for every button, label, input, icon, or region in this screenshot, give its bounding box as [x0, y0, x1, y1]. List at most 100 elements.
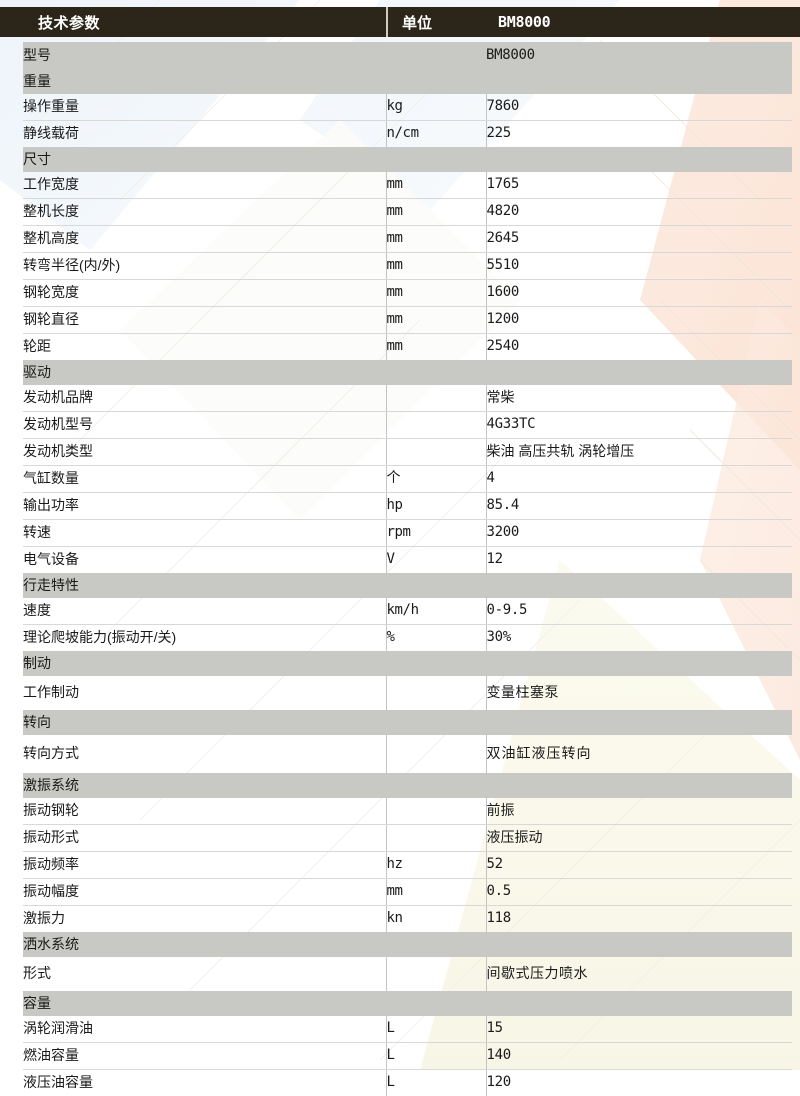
- row-label: 操作重量: [23, 94, 386, 121]
- row-label: 静线载荷: [23, 121, 386, 148]
- section-header-row: 容量: [23, 991, 792, 1016]
- row-unit: mm: [386, 172, 486, 199]
- row-value: 间歇式压力喷水: [486, 957, 792, 991]
- row-label: 转速: [23, 520, 386, 547]
- section-header-row: 转向: [23, 710, 792, 735]
- row-label: 轮距: [23, 334, 386, 361]
- row-value: 225: [486, 121, 792, 148]
- row-label: 工作宽度: [23, 172, 386, 199]
- row-value: 2645: [486, 226, 792, 253]
- row-value: 52: [486, 852, 792, 879]
- row-unit: [386, 735, 486, 773]
- row-value: 85.4: [486, 493, 792, 520]
- row-value: 140: [486, 1043, 792, 1070]
- row-unit: [386, 439, 486, 466]
- section-header-row: 驱动: [23, 360, 792, 385]
- row-unit: L: [386, 1070, 486, 1096]
- row-unit: kg: [386, 94, 486, 121]
- row-label: 转向方式: [23, 735, 386, 773]
- row-unit: [386, 385, 486, 412]
- row-value: 2540: [486, 334, 792, 361]
- section-title: 容量: [23, 991, 792, 1016]
- section-title: 激振系统: [23, 773, 792, 798]
- row-value: 4G33TC: [486, 412, 792, 439]
- row-label: 振动形式: [23, 825, 386, 852]
- row-unit: [386, 957, 486, 991]
- table-row: 工作制动变量柱塞泵: [23, 676, 792, 710]
- row-value: 4820: [486, 199, 792, 226]
- row-value: 1200: [486, 307, 792, 334]
- row-value: 3200: [486, 520, 792, 547]
- section-title: 制动: [23, 651, 792, 676]
- row-unit: hz: [386, 852, 486, 879]
- table-row: 发动机类型柴油 高压共轨 涡轮增压: [23, 439, 792, 466]
- row-label: 液压油容量: [23, 1070, 386, 1096]
- header-cell-model: BM8000: [486, 13, 800, 31]
- row-value: 0-9.5: [486, 598, 792, 625]
- row-unit: mm: [386, 226, 486, 253]
- row-label: 发动机型号: [23, 412, 386, 439]
- row-value: 前振: [486, 798, 792, 825]
- row-unit: kn: [386, 906, 486, 933]
- row-label: 振动钢轮: [23, 798, 386, 825]
- section-title: 转向: [23, 710, 792, 735]
- table-row: 转向方式双油缸液压转向: [23, 735, 792, 773]
- row-label: 整机长度: [23, 199, 386, 226]
- table-row: 振动形式液压振动: [23, 825, 792, 852]
- row-label: 转弯半径(内/外): [23, 253, 386, 280]
- row-unit: 个: [386, 466, 486, 493]
- row-unit: mm: [386, 879, 486, 906]
- row-label: 输出功率: [23, 493, 386, 520]
- row-label: 气缸数量: [23, 466, 386, 493]
- row-value: 12: [486, 547, 792, 574]
- row-unit: mm: [386, 280, 486, 307]
- table-row: 振动钢轮 前振: [23, 798, 792, 825]
- row-unit: [386, 412, 486, 439]
- header-cell-parameter: 技术参数: [0, 12, 386, 33]
- row-label: 形式: [23, 957, 386, 991]
- table-row: 理论爬坡能力(振动开/关)%30%: [23, 625, 792, 652]
- row-unit: km/h: [386, 598, 486, 625]
- row-label: 整机高度: [23, 226, 386, 253]
- row-label: 振动幅度: [23, 879, 386, 906]
- row-label: 发动机品牌: [23, 385, 386, 412]
- row-value: 变量柱塞泵: [486, 676, 792, 710]
- row-label: 钢轮直径: [23, 307, 386, 334]
- section-title: 行走特性: [23, 573, 792, 598]
- section-header-row: 制动: [23, 651, 792, 676]
- row-value: 30%: [486, 625, 792, 652]
- section-header-row: 尺寸: [23, 147, 792, 172]
- row-unit: [386, 42, 486, 69]
- section-header-row: 洒水系统: [23, 932, 792, 957]
- row-value: 118: [486, 906, 792, 933]
- row-label: 电气设备: [23, 547, 386, 574]
- row-unit: n/cm: [386, 121, 486, 148]
- row-unit: %: [386, 625, 486, 652]
- row-value: 柴油 高压共轨 涡轮增压: [486, 439, 792, 466]
- row-value: 0.5: [486, 879, 792, 906]
- row-value: 1600: [486, 280, 792, 307]
- row-unit: [386, 798, 486, 825]
- row-unit: mm: [386, 307, 486, 334]
- row-unit: rpm: [386, 520, 486, 547]
- table-header-bar: 技术参数 单位 BM8000: [0, 7, 800, 37]
- row-unit: L: [386, 1016, 486, 1043]
- row-value: 7860: [486, 94, 792, 121]
